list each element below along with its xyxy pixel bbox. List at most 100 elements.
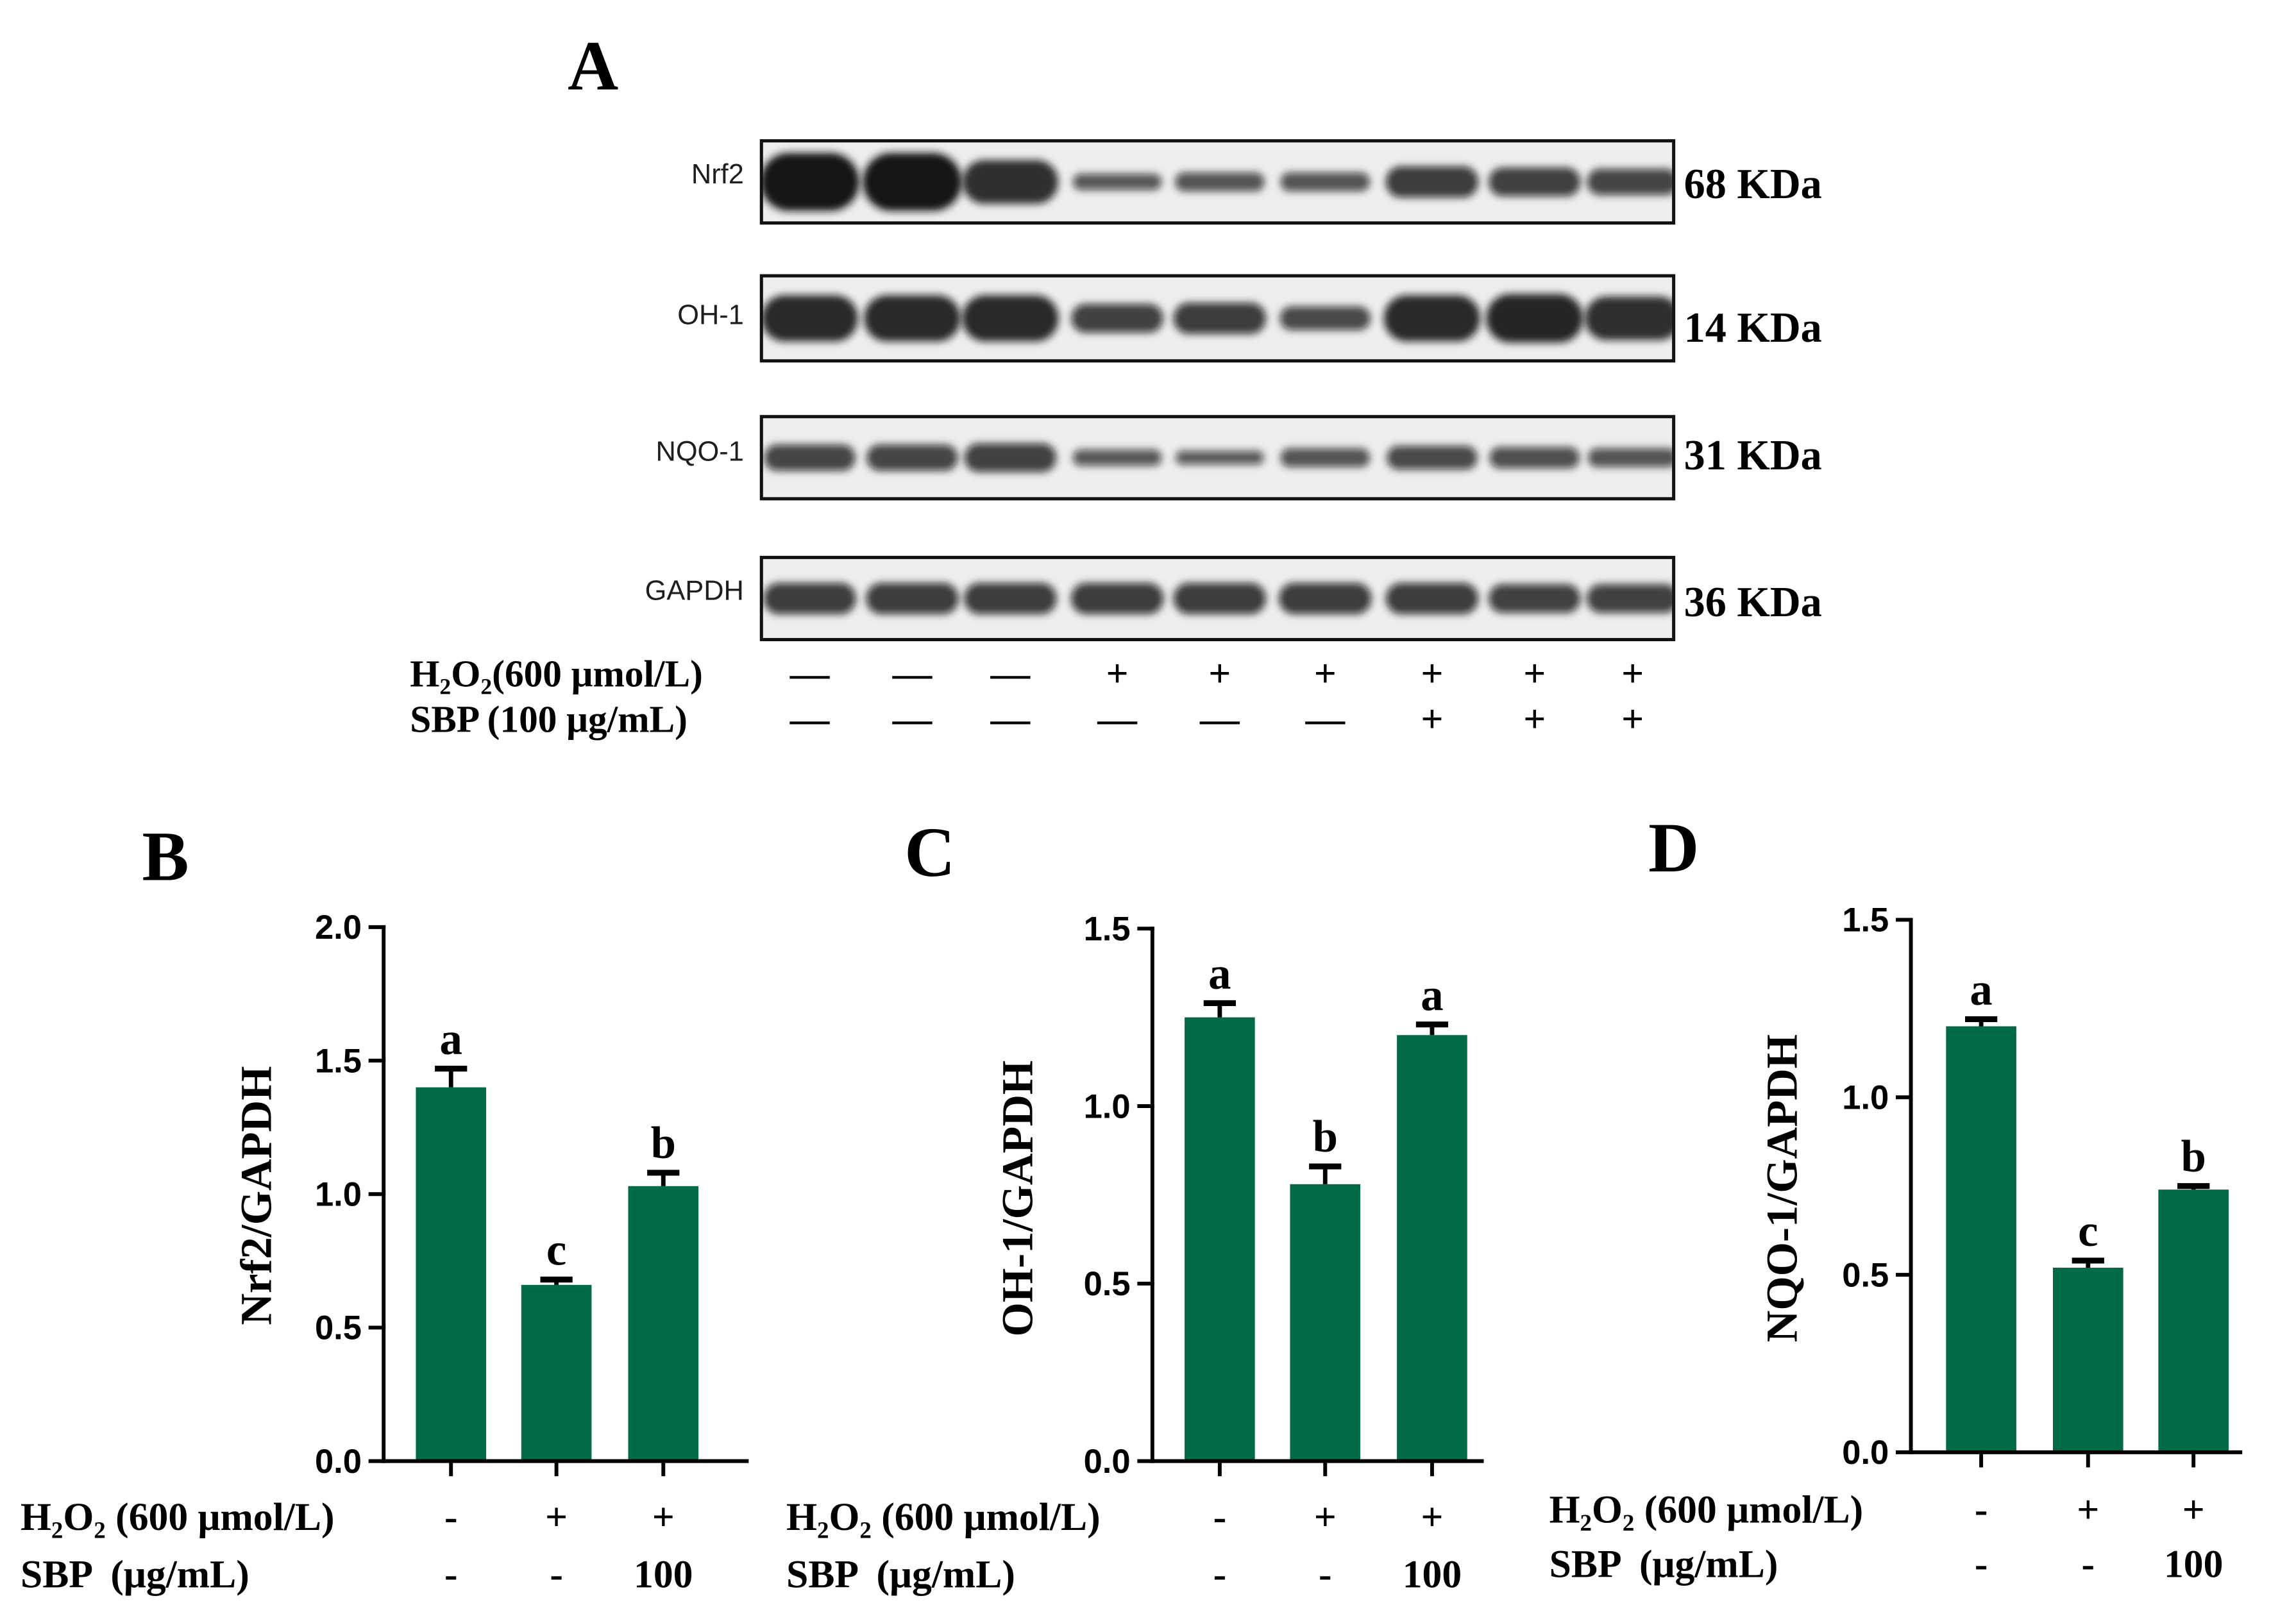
molecular-weight-label: 68 KDa <box>1684 161 1822 208</box>
significance-letter: a <box>1208 948 1231 998</box>
significance-letter: a <box>440 1014 462 1064</box>
treatment-value: + <box>1314 1495 1337 1539</box>
treatment-value: - <box>550 1552 563 1596</box>
y-tick-label: 1.5 <box>1842 902 1889 939</box>
molecular-weight-label: 14 KDa <box>1684 305 1822 351</box>
blot-frame <box>759 274 1676 363</box>
treatment-symbol: — <box>1304 698 1346 741</box>
protein-label: OH-1 <box>677 300 744 331</box>
bar <box>2158 1189 2229 1452</box>
blot-band <box>864 154 961 210</box>
blot-band <box>1489 585 1580 612</box>
blot-band <box>763 296 857 340</box>
blot-bands <box>763 149 1673 215</box>
bar <box>416 1087 487 1461</box>
blot-band <box>1074 450 1161 466</box>
significance-letter: c <box>546 1225 566 1275</box>
molecular-weight-label: 31 KDa <box>1684 432 1822 479</box>
bar <box>2052 1268 2123 1452</box>
y-tick-label: 0.0 <box>315 1443 362 1481</box>
treatment-symbol: — <box>789 652 831 696</box>
treatment-value: - <box>444 1552 458 1596</box>
blot-row-oh1: OH-1 14 KDa <box>677 274 1822 363</box>
blot-band <box>1072 305 1162 332</box>
treatment-value: - <box>1319 1552 1332 1596</box>
blot-bands <box>763 290 1673 346</box>
bar <box>521 1284 592 1461</box>
bar <box>1946 1026 2016 1452</box>
panel-c-letter: C <box>904 813 955 891</box>
blot-band <box>1281 449 1369 467</box>
blot-band <box>865 296 959 340</box>
protein-label: Nrf2 <box>691 159 744 190</box>
panel-b-letter: B <box>142 818 189 896</box>
bar <box>1185 1017 1255 1461</box>
significance-letter: c <box>2078 1206 2098 1256</box>
treatment-value: - <box>1975 1488 1988 1532</box>
treatment-symbol: + <box>1208 652 1231 696</box>
treatment-label-sbp: SBP (μg/mL) <box>1549 1542 1778 1586</box>
treatment-symbol: + <box>1523 652 1546 696</box>
blot-row-nrf2: Nrf2 68 KDa <box>691 139 1822 225</box>
y-tick-label: 0.5 <box>1842 1256 1889 1294</box>
chart-panel-d: D NQO-1/GAPDH H₂O₂ (600 μmol/L) SBP (μg/… <box>1549 809 2243 1586</box>
blot-bands <box>763 579 1673 617</box>
significance-letter: b <box>651 1118 676 1168</box>
treatment-value: 100 <box>634 1552 693 1596</box>
treatment-value: + <box>2077 1488 2099 1532</box>
treatment-symbol: + <box>1106 652 1128 696</box>
significance-letter: a <box>1421 970 1443 1020</box>
blot-row-nqo1: NQO-1 31 KDa <box>656 415 1822 501</box>
blot-treatment-symbols: — — — + + + + + +— — — — — — + + + <box>789 652 1644 741</box>
treatment-value: + <box>545 1495 568 1539</box>
bar <box>1290 1184 1361 1461</box>
treatment-symbol: — <box>892 652 933 696</box>
panel-d-letter: D <box>1648 809 1699 887</box>
treatment-value: 100 <box>1403 1552 1462 1596</box>
blot-band <box>1072 584 1163 614</box>
y-tick-label: 0.5 <box>1084 1265 1131 1303</box>
bar-plot: a b a 0.0 0.5 1.0 1.5 - + + - - 100 <box>1084 910 1484 1596</box>
y-tick-label: 0.0 <box>1842 1434 1889 1472</box>
blot-row-gapdh: GAPDH 36 KDa <box>645 555 1822 641</box>
treatment-symbol: — <box>892 698 933 741</box>
bar-plot: a c b 0.0 0.5 1.0 1.5 2.0 - + + - - 100 <box>315 909 749 1596</box>
treatment-symbol: + <box>1523 698 1546 741</box>
blot-band <box>1489 168 1580 196</box>
blot-band <box>1174 584 1265 614</box>
treatment-symbol: — <box>1097 698 1138 741</box>
treatment-label-sbp: SBP (μg/mL) <box>21 1552 249 1596</box>
treatment-value: - <box>1213 1495 1227 1539</box>
treatment-symbol: — <box>990 652 1031 696</box>
treatment-symbol: — <box>990 698 1031 741</box>
significance-letter: b <box>2181 1132 2206 1182</box>
blot-band <box>1387 446 1476 469</box>
treatment-value: - <box>444 1495 458 1539</box>
treatment-symbol: + <box>1421 698 1443 741</box>
blot-band <box>867 584 958 614</box>
panel-a-letter: A <box>568 26 618 105</box>
treatment-label-sbp: SBP (μg/mL) <box>786 1552 1015 1596</box>
blot-frame <box>759 555 1676 641</box>
protein-label: GAPDH <box>645 576 744 607</box>
y-tick-label: 1.0 <box>315 1176 362 1214</box>
blot-band <box>1490 448 1579 467</box>
bar <box>1397 1035 1467 1461</box>
y-axis-title: OH-1/GAPDH <box>993 1061 1042 1337</box>
treatment-label-h2o2: H₂O₂ (600 μmol/L) <box>786 1495 1101 1539</box>
treatment-value: - <box>2082 1542 2095 1586</box>
treatment-symbol: — <box>789 698 831 741</box>
blot-band <box>965 444 1056 471</box>
treatment-symbol: + <box>1621 652 1644 696</box>
y-axis-title: Nrf2/GAPDH <box>232 1066 280 1325</box>
y-tick-label: 1.5 <box>1084 910 1131 948</box>
blot-band <box>1174 303 1265 333</box>
treatment-label-h2o2: H₂O₂(600 μmol/L) <box>410 653 703 695</box>
blot-band <box>1588 169 1673 194</box>
blot-band <box>1385 296 1479 340</box>
bar <box>628 1186 699 1461</box>
significance-letter: a <box>1970 965 1992 1015</box>
y-tick-label: 1.0 <box>1084 1088 1131 1125</box>
treatment-value: + <box>1421 1495 1443 1539</box>
